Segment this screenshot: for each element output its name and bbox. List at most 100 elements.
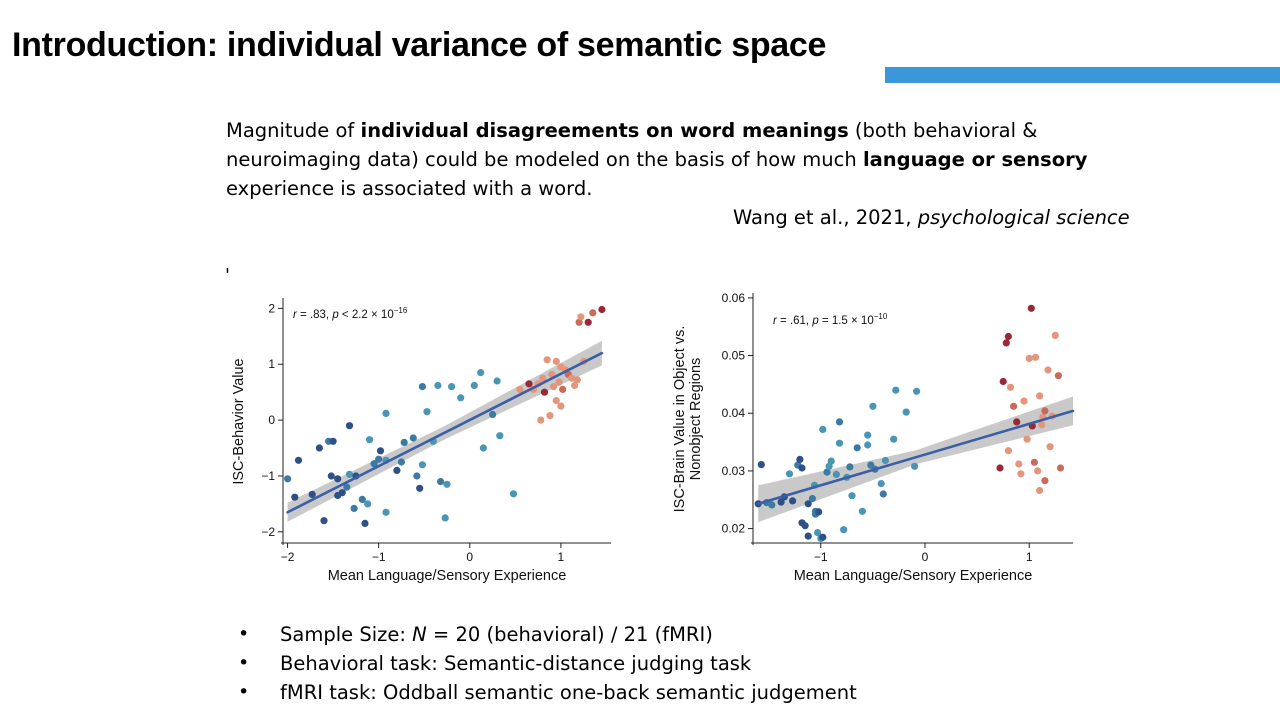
behavior-chart: −2 −1 0 1 −2 −1 0 1 2 r = .83, p < 2.2 × 10−16 Mea… xyxy=(225,285,625,595)
y-axis-label: ISC-Behavior Value xyxy=(231,358,247,484)
title-accent-bar xyxy=(885,67,1280,83)
y-tick-label: 0.04 xyxy=(722,406,746,420)
data-point xyxy=(418,383,426,391)
correlation-annotation: r = .61, p = 1.5 × 10−10 xyxy=(773,312,888,327)
data-point xyxy=(1015,460,1023,468)
bullet-text: fMRI task: Oddball semantic one-back sem… xyxy=(280,681,857,704)
data-point xyxy=(345,470,354,478)
data-point xyxy=(1041,477,1049,485)
citation-authors: Wang et al., 2021, xyxy=(733,206,918,229)
x-tick-label: −2 xyxy=(281,550,295,564)
data-point xyxy=(877,480,885,488)
annotation-exponent: −10 xyxy=(874,312,888,321)
data-point xyxy=(808,495,816,503)
data-point xyxy=(768,501,776,509)
data-point xyxy=(913,387,921,395)
data-point xyxy=(853,444,861,452)
data-point xyxy=(375,455,383,463)
data-point xyxy=(552,357,560,365)
x-tick-label: −1 xyxy=(814,550,828,564)
data-point xyxy=(890,435,898,443)
data-point xyxy=(443,480,451,488)
data-point xyxy=(848,492,856,500)
y-tick-label: 1 xyxy=(268,357,275,371)
data-point xyxy=(559,385,567,393)
bullet-text-suffix: = 20 (behavioral) / 21 (fMRI) xyxy=(426,623,713,646)
data-point xyxy=(308,490,316,498)
data-point xyxy=(489,410,497,419)
data-point xyxy=(448,383,456,391)
data-point xyxy=(798,464,806,472)
data-point xyxy=(846,463,854,471)
data-point xyxy=(539,374,547,382)
x-tick-label: −1 xyxy=(372,550,386,564)
data-point xyxy=(343,483,351,491)
data-point xyxy=(350,504,358,512)
data-point xyxy=(1010,402,1018,410)
data-point xyxy=(361,519,369,527)
data-point xyxy=(1031,353,1040,361)
data-point xyxy=(1056,464,1065,472)
annotation-r-value: = .83, xyxy=(297,309,332,321)
y-axis-label: Nonobject Regions xyxy=(688,358,704,481)
data-point xyxy=(1013,418,1021,426)
data-point xyxy=(835,418,844,426)
data-point xyxy=(814,529,822,537)
data-point xyxy=(457,394,465,402)
data-point xyxy=(1020,397,1028,405)
data-point xyxy=(575,318,583,326)
data-point xyxy=(801,522,809,530)
data-point xyxy=(1030,458,1038,466)
data-point xyxy=(537,416,545,424)
data-point xyxy=(376,447,385,455)
brain-chart: −1 0 1 0.02 0.03 0.04 0.05 0.06 r = .61, p = 1.5… xyxy=(665,285,1085,595)
data-point xyxy=(315,444,323,452)
data-point xyxy=(819,533,827,541)
bullet-dot: • xyxy=(238,623,250,645)
annotation-r-value: = .61, xyxy=(777,315,812,327)
x-tick-label: 1 xyxy=(1026,550,1033,564)
data-point xyxy=(1046,443,1054,451)
data-point xyxy=(589,309,597,317)
data-point xyxy=(470,381,478,390)
data-point xyxy=(437,478,445,486)
bullet-behavioral-task: • Behavioral task: Semantic-distance judg… xyxy=(238,649,857,678)
data-point xyxy=(864,441,872,449)
data-point xyxy=(1038,421,1046,429)
data-point xyxy=(496,432,504,440)
x-tick-label: 1 xyxy=(558,550,565,564)
data-point xyxy=(573,376,581,384)
data-point xyxy=(1036,486,1044,495)
data-point xyxy=(1036,392,1044,400)
data-point xyxy=(393,466,401,474)
data-point xyxy=(823,468,831,476)
bullet-text: Behavioral task: Semantic-distance judgi… xyxy=(280,652,752,675)
data-point xyxy=(413,472,421,480)
data-point xyxy=(1054,372,1062,380)
data-point xyxy=(1041,407,1049,415)
bullet-dot: • xyxy=(238,652,250,674)
regression-line xyxy=(756,409,1075,506)
data-point xyxy=(370,460,378,468)
y-tick-label: 0 xyxy=(268,413,275,427)
data-point xyxy=(832,470,840,478)
data-point xyxy=(1004,332,1012,341)
data-point xyxy=(550,383,558,391)
citation: Wang et al., 2021, psychological science xyxy=(733,206,1130,229)
data-point xyxy=(557,402,565,410)
data-point xyxy=(400,438,408,446)
summary-text-1: Magnitude of xyxy=(226,119,361,142)
bullet-list: • Sample Size: N = 20 (behavioral) / 21 (… xyxy=(238,620,857,707)
data-point xyxy=(345,422,354,430)
data-point xyxy=(382,508,390,516)
data-point xyxy=(434,381,442,390)
data-point xyxy=(291,493,299,501)
data-point xyxy=(543,356,551,364)
data-point xyxy=(338,489,346,497)
data-point xyxy=(284,475,292,483)
data-point xyxy=(358,495,366,503)
data-point xyxy=(1027,304,1035,312)
x-tick-label: 0 xyxy=(466,550,473,564)
data-point xyxy=(902,408,910,416)
data-point xyxy=(364,500,372,508)
